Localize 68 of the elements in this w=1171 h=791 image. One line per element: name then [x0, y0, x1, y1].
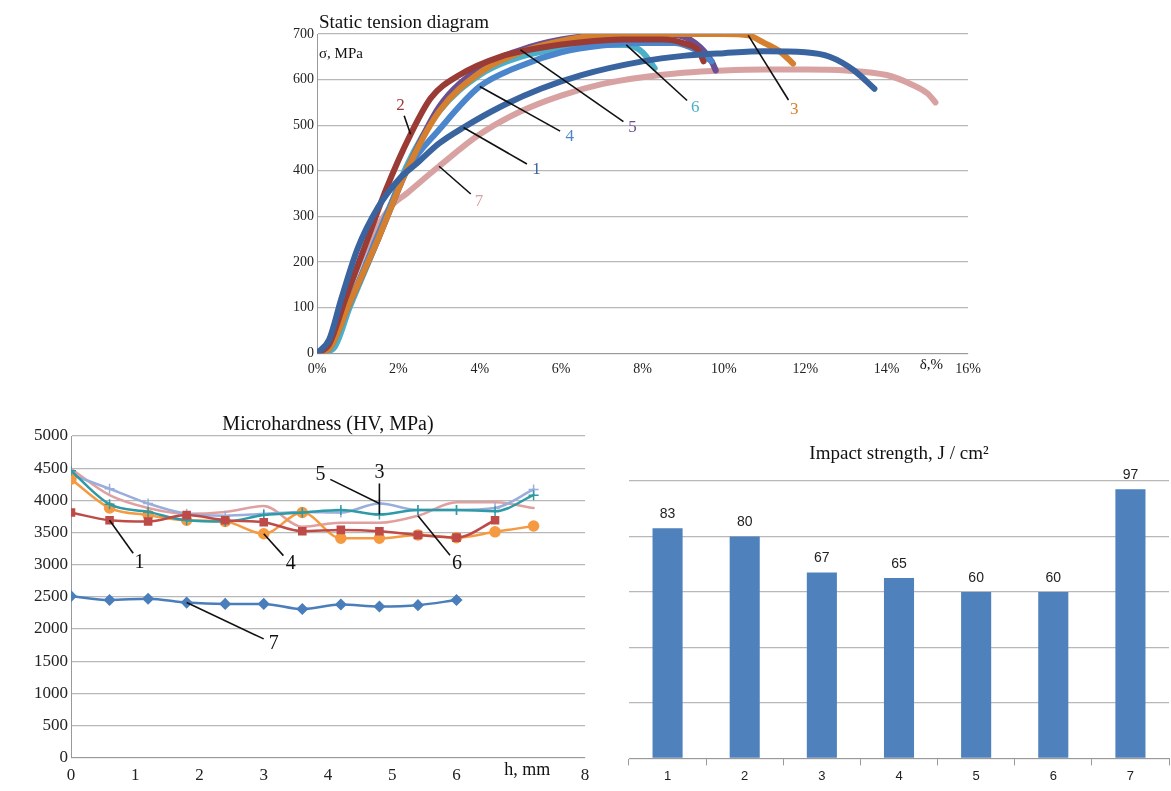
- y-tick-label: 4000: [34, 489, 68, 509]
- data-label: 67: [814, 549, 830, 566]
- y-tick-label: 3500: [34, 521, 68, 541]
- y-tick-label: 500: [293, 116, 314, 132]
- x-tick-label: 1: [131, 765, 140, 785]
- data-label: 80: [736, 513, 753, 530]
- text: 6: [451, 551, 462, 574]
- text: 1: [532, 158, 541, 178]
- y-tick-label: 0: [59, 747, 68, 767]
- data-label: 97: [1122, 466, 1139, 483]
- x-tick-label: 3: [259, 765, 268, 785]
- x-tick-label: 14%: [873, 361, 900, 377]
- x-tick-label: 4%: [470, 361, 490, 377]
- x-tick-label: 10%: [711, 361, 738, 377]
- x-tick-label: 6: [1049, 767, 1057, 783]
- series-label: 3: [374, 459, 385, 482]
- x-axis-title: h, mm: [504, 759, 551, 780]
- x-axis-title: δ,%: [919, 355, 944, 372]
- y-tick-label: 2000: [34, 618, 68, 638]
- x-tick-label: 12%: [792, 361, 819, 377]
- series-label: 1: [134, 549, 145, 572]
- x-tick-label: 3: [818, 767, 826, 783]
- chart-title: Static tension diagram: [319, 11, 490, 32]
- x-tick-label: 2%: [389, 361, 409, 377]
- text: 4: [565, 125, 575, 145]
- data-label: 60: [968, 568, 985, 585]
- y-tick-label: 0: [307, 344, 314, 360]
- x-tick-label: 4: [895, 767, 903, 783]
- x-tick-label: 7: [1126, 767, 1135, 783]
- y-tick-label: 3000: [34, 554, 68, 574]
- x-tick-label: 0%: [307, 361, 327, 377]
- x-tick-label: 8: [580, 765, 590, 785]
- x-tick-label: 2: [741, 767, 749, 783]
- y-tick-label: 5000: [34, 425, 68, 445]
- text: 5: [628, 117, 637, 137]
- x-tick-label: 6: [452, 765, 461, 785]
- y-tick-label: 700: [293, 25, 314, 41]
- y-tick-label: 500: [42, 714, 68, 734]
- x-tick-label: 5: [388, 765, 397, 785]
- series-label: 4: [285, 551, 296, 574]
- y-tick-label: 1000: [34, 682, 68, 702]
- x-tick-label: 5: [972, 767, 980, 783]
- series-label: 2: [396, 94, 405, 114]
- x-tick-label: 2: [195, 765, 204, 785]
- y-tick-label: 1500: [34, 650, 68, 670]
- text: 7: [474, 190, 484, 210]
- y-tick-label: 100: [293, 299, 314, 315]
- x-tick-label: 1: [663, 767, 672, 783]
- x-tick-label: 4: [323, 765, 333, 785]
- y-tick-label: 600: [293, 71, 314, 87]
- data-label: 65: [891, 554, 907, 571]
- text: 6: [690, 97, 700, 117]
- chart-title: Microhardness (HV, MPa): [222, 412, 434, 435]
- data-label: 60: [1045, 568, 1062, 585]
- y-tick-label: 200: [293, 253, 314, 269]
- x-tick-label: 8%: [633, 361, 653, 377]
- series-label: 5: [315, 461, 326, 484]
- y-axis-title: σ, MPa: [319, 44, 364, 61]
- data-label: 83: [659, 505, 676, 522]
- text: 3: [790, 98, 799, 118]
- series-label: 7: [268, 630, 279, 653]
- x-tick-label: 6%: [551, 361, 571, 377]
- chart-title: Impact strength, J / cm²: [809, 442, 989, 463]
- y-tick-label: 300: [293, 208, 314, 224]
- x-tick-label: 16%: [955, 361, 982, 377]
- y-tick-label: 2500: [34, 586, 68, 606]
- y-tick-label: 4500: [34, 457, 68, 477]
- y-tick-label: 400: [293, 162, 314, 178]
